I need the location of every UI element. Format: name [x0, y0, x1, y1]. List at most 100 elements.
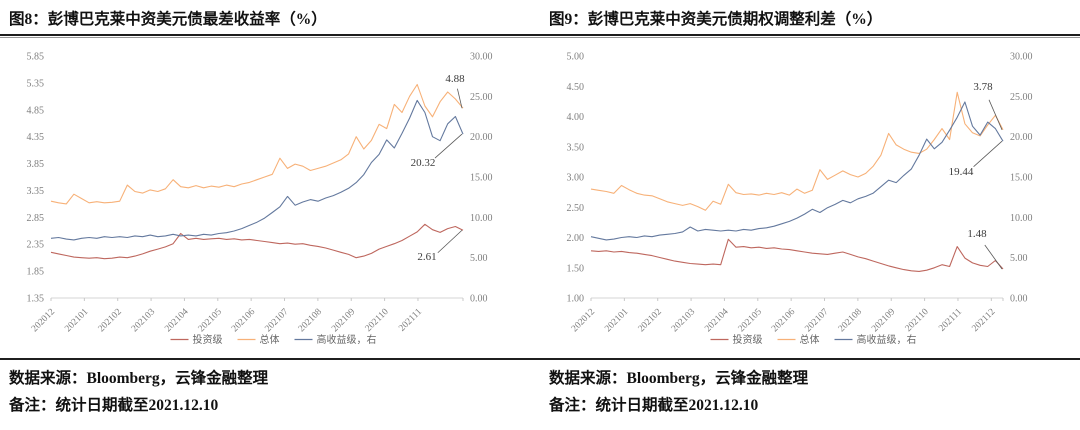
svg-text:202101: 202101	[63, 307, 90, 334]
annotation-leader-line	[988, 99, 1003, 130]
svg-text:25.00: 25.00	[1010, 92, 1033, 103]
svg-text:2.35: 2.35	[27, 240, 45, 251]
end-value-label: 4.88	[445, 73, 465, 85]
svg-text:2.50: 2.50	[567, 203, 585, 214]
y-axis-tick-labels: 5.00 4.50 4.00 3.50 3.00 2.50 2.00 1.50 1.00 30.0…	[567, 52, 1033, 305]
svg-text:202107: 202107	[263, 307, 290, 334]
svg-text:5.00: 5.00	[1010, 253, 1028, 264]
svg-text:202102: 202102	[637, 307, 664, 334]
charts-row: 5.85 5.35 4.85 4.35 3.85 3.35 2.85 2.35 1.85 1.35…	[0, 40, 1080, 352]
svg-text:1.85: 1.85	[27, 267, 45, 278]
svg-text:5.85: 5.85	[27, 52, 45, 63]
end-value-label: 19.44	[949, 166, 974, 178]
svg-text:202109: 202109	[330, 307, 357, 334]
svg-text:202110: 202110	[904, 307, 931, 334]
svg-text:1.00: 1.00	[567, 294, 585, 305]
svg-text:10.00: 10.00	[1010, 213, 1033, 224]
source-note-left: 数据来源：Bloomberg，云锋金融整理	[9, 370, 269, 387]
figure8-title: 图8：彭博巴克莱中资美元债最差收益率（%）	[9, 11, 327, 28]
legend-label-高收益级，右: 高收益级，右	[317, 333, 377, 346]
series-line-高收益级，右	[590, 101, 1004, 241]
svg-text:4.85: 4.85	[27, 105, 45, 116]
series-line-总体	[590, 91, 1004, 211]
series-line-投资级	[50, 223, 464, 260]
svg-text:202108: 202108	[297, 307, 324, 334]
annotation-leader-line	[984, 244, 1003, 270]
svg-text:4.50: 4.50	[567, 82, 585, 93]
svg-text:202110: 202110	[364, 307, 391, 334]
svg-text:202111: 202111	[937, 307, 964, 334]
y-axis-tick-labels: 5.85 5.35 4.85 4.35 3.85 3.35 2.85 2.35 1.85 1.35…	[27, 52, 493, 305]
svg-text:20.00: 20.00	[470, 132, 493, 143]
svg-text:25.00: 25.00	[470, 92, 493, 103]
svg-text:30.00: 30.00	[1010, 52, 1033, 63]
legend: 投资级 总体 高收益级，右	[170, 333, 377, 346]
end-value-label: 3.78	[973, 81, 993, 93]
svg-text:202012: 202012	[30, 307, 57, 334]
svg-text:202104: 202104	[703, 307, 730, 334]
svg-text:202111: 202111	[397, 307, 424, 334]
svg-text:202104: 202104	[163, 307, 190, 334]
svg-text:202109: 202109	[870, 307, 897, 334]
end-value-label: 1.48	[967, 228, 987, 240]
notes-row: 数据来源：Bloomberg，云锋金融整理 备注：统计日期截至2021.12.1…	[0, 365, 1080, 419]
svg-text:3.85: 3.85	[27, 159, 45, 170]
svg-text:202105: 202105	[197, 307, 224, 334]
end-value-label: 2.61	[417, 251, 436, 263]
legend-label-投资级: 投资级	[193, 333, 223, 346]
svg-text:5.35: 5.35	[27, 78, 45, 89]
remark-note-right: 备注：统计日期截至2021.12.10	[549, 397, 759, 414]
series-line-高收益级，右	[50, 99, 464, 241]
svg-text:3.50: 3.50	[567, 142, 585, 153]
svg-text:4.35: 4.35	[27, 132, 45, 143]
svg-text:5.00: 5.00	[470, 253, 488, 264]
svg-text:30.00: 30.00	[470, 52, 493, 63]
svg-text:3.00: 3.00	[567, 173, 585, 184]
worst-yield-chart: 5.85 5.35 4.85 4.35 3.85 3.35 2.85 2.35 1.85 1.35…	[27, 52, 493, 347]
annotation-leader-line	[434, 133, 463, 159]
svg-text:3.35: 3.35	[27, 186, 45, 197]
legend-label-投资级: 投资级	[733, 333, 763, 346]
svg-text:202103: 202103	[130, 307, 157, 334]
svg-text:1.35: 1.35	[27, 294, 45, 305]
series-line-总体	[50, 83, 464, 205]
legend-label-总体: 总体	[260, 333, 280, 346]
x-axis-tick-labels: 202012 202101 202102 202103 202104 202105 2021…	[570, 298, 1004, 334]
svg-text:2.00: 2.00	[567, 233, 585, 244]
svg-text:4.00: 4.00	[567, 112, 585, 123]
series-line-投资级	[590, 238, 1004, 272]
legend-label-高收益级，右: 高收益级，右	[857, 333, 917, 346]
svg-text:10.00: 10.00	[470, 213, 493, 224]
footer-divider-rule	[0, 358, 1080, 360]
annotation-leader-line	[437, 229, 463, 254]
svg-text:202107: 202107	[803, 307, 830, 334]
svg-text:15.00: 15.00	[470, 173, 493, 184]
svg-text:0.00: 0.00	[1010, 294, 1028, 305]
svg-text:1.50: 1.50	[567, 263, 585, 274]
svg-text:202012: 202012	[570, 307, 597, 334]
x-axis-tick-labels: 202012 202101 202102 202103 202104 202105 2021…	[30, 298, 464, 334]
svg-text:20.00: 20.00	[1010, 132, 1033, 143]
annotation-leader-line	[457, 88, 463, 109]
source-note-right: 数据来源：Bloomberg，云锋金融整理	[549, 370, 809, 387]
figure9-title: 图9：彭博巴克莱中资美元债期权调整利差（%）	[549, 11, 883, 28]
svg-text:5.00: 5.00	[567, 52, 585, 63]
oas-chart: 5.00 4.50 4.00 3.50 3.00 2.50 2.00 1.50 1.00 30.0…	[567, 52, 1033, 347]
svg-text:0.00: 0.00	[470, 294, 488, 305]
title-underline-rule	[0, 34, 1080, 38]
legend: 投资级 总体 高收益级，右	[710, 333, 917, 346]
svg-text:202105: 202105	[737, 307, 764, 334]
svg-text:15.00: 15.00	[1010, 173, 1033, 184]
svg-text:202106: 202106	[230, 307, 257, 334]
legend-label-总体: 总体	[800, 333, 820, 346]
end-value-label: 20.32	[411, 157, 436, 169]
remark-note-left: 备注：统计日期截至2021.12.10	[9, 397, 219, 414]
svg-text:202108: 202108	[837, 307, 864, 334]
svg-text:202103: 202103	[670, 307, 697, 334]
annotation-leader-line	[973, 140, 1003, 167]
svg-text:202101: 202101	[603, 307, 630, 334]
svg-text:202106: 202106	[770, 307, 797, 334]
svg-text:2.85: 2.85	[27, 213, 45, 224]
titles-row: 图8：彭博巴克莱中资美元债最差收益率（%） 图9：彭博巴克莱中资美元债期权调整利…	[0, 0, 1080, 29]
